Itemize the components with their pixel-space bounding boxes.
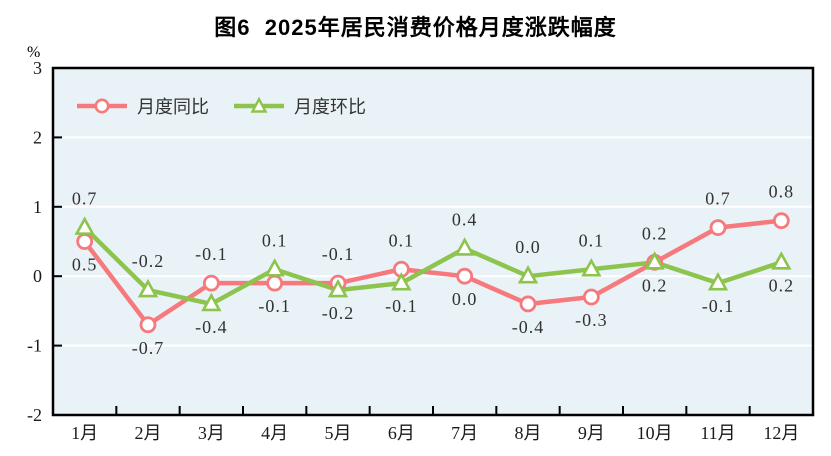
data-label: 0.8	[769, 182, 795, 202]
data-label: -0.4	[512, 317, 545, 337]
chart-legend: 月度同比 月度环比	[76, 93, 366, 119]
data-label: 0.7	[705, 189, 731, 209]
y-tick-label: -2	[27, 405, 42, 425]
data-label: 0.0	[515, 237, 541, 257]
x-tick-label: 3月	[198, 423, 225, 443]
x-tick-label: 5月	[325, 423, 352, 443]
circle-marker	[202, 274, 220, 292]
data-label: 0.0	[452, 289, 478, 309]
x-tick-label: 9月	[578, 423, 605, 443]
y-tick-label: 1	[33, 197, 42, 217]
data-label: -0.1	[195, 244, 228, 264]
circle-marker	[772, 212, 790, 230]
triangle-marker	[707, 271, 729, 291]
triangle-marker	[137, 278, 159, 298]
triangle-marker	[201, 292, 222, 312]
x-tick-label: 4月	[261, 423, 288, 443]
circle-marker	[456, 267, 474, 285]
triangle-marker	[644, 251, 665, 270]
data-label: -0.7	[132, 338, 165, 358]
data-label: -0.3	[575, 310, 608, 330]
data-label: 0.5	[72, 255, 98, 275]
series-line-月度环比	[82, 225, 784, 307]
circle-marker	[582, 288, 600, 306]
x-tick-label: 12月	[763, 423, 799, 443]
data-label: 0.2	[642, 275, 668, 295]
data-label: 0.7	[72, 189, 98, 209]
chart-title: 图6 2025年居民消费价格月度涨跌幅度	[214, 15, 617, 40]
x-tick-label: 2月	[135, 423, 162, 443]
data-label: -0.2	[132, 251, 165, 271]
data-label: 0.2	[642, 223, 668, 243]
legend-label-mom: 月度环比	[294, 97, 366, 117]
data-label: 0.1	[389, 230, 415, 250]
triangle-marker	[391, 271, 412, 291]
data-label: -0.1	[702, 296, 735, 316]
y-tick-label: 3	[33, 58, 42, 78]
circle-marker	[266, 274, 284, 292]
x-tick-label: 6月	[388, 423, 415, 443]
plot-border	[51, 66, 815, 417]
triangle-marker	[74, 216, 95, 235]
y-tick-label: 2	[33, 127, 42, 147]
data-label: -0.1	[385, 296, 418, 316]
x-tick-label: 8月	[515, 423, 542, 443]
yoy-line-circle-marker-icon	[77, 98, 127, 114]
circle-marker	[76, 233, 94, 250]
triangle-marker	[771, 251, 792, 270]
x-tick-label: 7月	[451, 423, 478, 443]
x-tick-label: 1月	[71, 423, 98, 443]
data-label: -0.1	[322, 244, 355, 264]
x-tick-label: 11月	[700, 423, 735, 443]
plot-area	[53, 68, 813, 415]
data-label: -0.2	[322, 303, 355, 323]
legend-item-mom: 月度环比	[233, 93, 366, 119]
data-label: 0.2	[769, 275, 795, 295]
data-label: -0.4	[195, 317, 228, 337]
triangle-marker	[264, 258, 285, 277]
data-label: 0.1	[262, 230, 288, 250]
y-axis-unit-label: %	[27, 44, 41, 61]
circle-marker	[709, 219, 727, 237]
data-label: 0.1	[579, 230, 605, 250]
triangle-marker	[327, 278, 349, 298]
triangle-marker	[581, 258, 602, 277]
mom-line-triangle-marker-icon	[234, 97, 284, 113]
y-tick-label: 0	[33, 266, 42, 286]
legend-label-yoy: 月度同比	[137, 97, 209, 117]
series-line-月度同比	[82, 218, 784, 328]
y-tick-label: -1	[27, 336, 42, 356]
triangle-marker	[517, 265, 539, 284]
x-tick-label: 10月	[637, 423, 673, 443]
data-label: -0.1	[258, 296, 291, 316]
legend-item-yoy: 月度同比	[76, 93, 209, 119]
circle-marker	[519, 295, 537, 313]
triangle-marker	[454, 237, 475, 256]
data-label: 0.4	[452, 209, 478, 229]
circle-marker	[139, 316, 157, 334]
